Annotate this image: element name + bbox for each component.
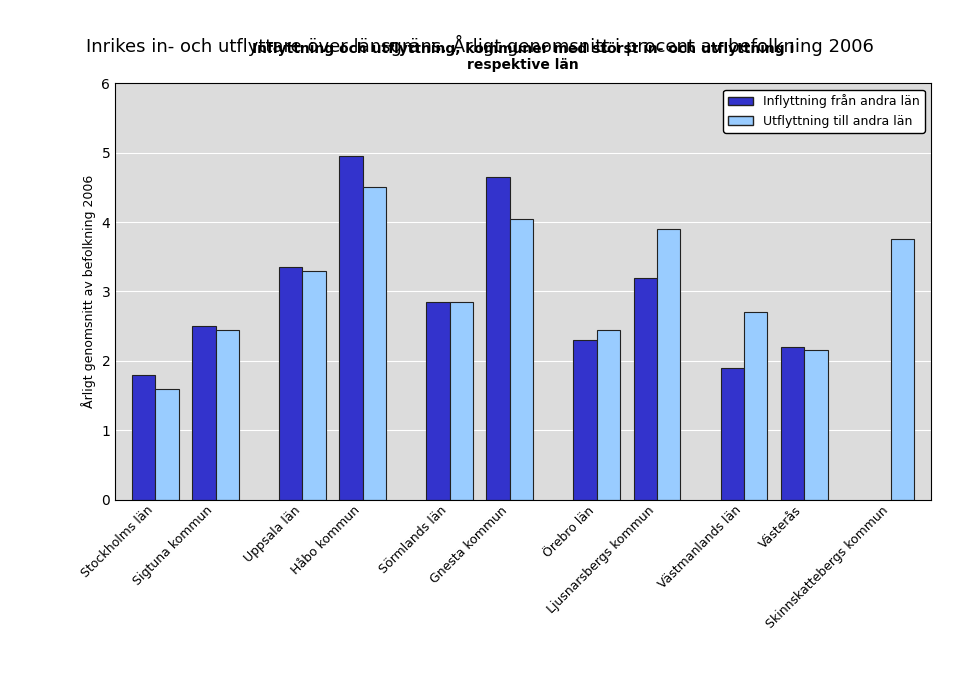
Bar <box>363 187 386 500</box>
Bar <box>216 330 239 500</box>
Bar <box>891 239 915 500</box>
Bar <box>487 177 510 500</box>
Bar <box>156 389 179 500</box>
Bar <box>192 326 216 500</box>
Bar <box>510 219 533 500</box>
Bar <box>302 271 325 500</box>
Y-axis label: Årligt genomsnitt av befolkning 2006: Årligt genomsnitt av befolkning 2006 <box>81 175 96 408</box>
Bar <box>780 347 804 500</box>
Bar <box>744 312 767 500</box>
Bar <box>339 156 363 500</box>
Bar <box>657 229 681 500</box>
Bar <box>634 278 657 500</box>
Bar <box>597 330 620 500</box>
Bar <box>573 340 597 500</box>
Text: Inrikes in- och utflyttare över länsgräns. Årligt genomsnitt i procent av befolk: Inrikes in- och utflyttare över länsgrän… <box>86 35 874 56</box>
Bar <box>804 350 828 500</box>
Legend: Inflyttning från andra län, Utflyttning till andra län: Inflyttning från andra län, Utflyttning … <box>723 90 924 133</box>
Bar <box>721 368 744 500</box>
Bar <box>279 267 302 500</box>
Bar <box>132 375 156 500</box>
Bar <box>449 302 473 500</box>
Title: Inflyttning och utflyttning, kommuner med störst in- och utflyttning i
respektiv: Inflyttning och utflyttning, kommuner me… <box>252 42 794 72</box>
Bar <box>426 302 449 500</box>
